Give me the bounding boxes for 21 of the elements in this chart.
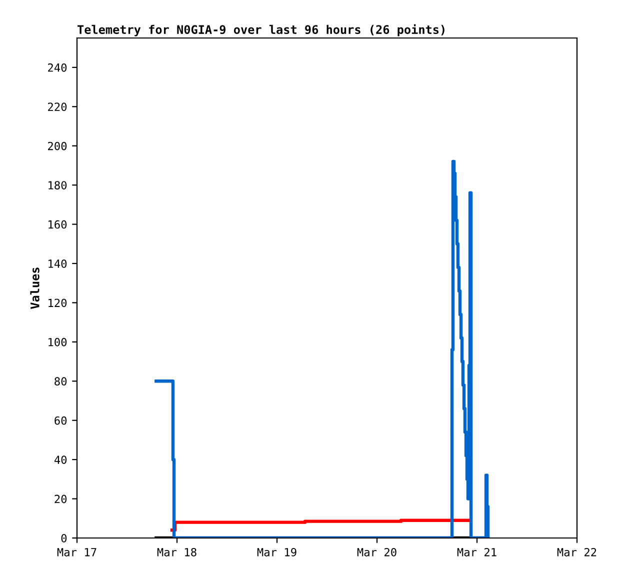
y-axis-title: Values bbox=[30, 268, 40, 309]
x-tick-label: Mar 19 bbox=[257, 548, 296, 556]
y-tick-label: 40 bbox=[54, 456, 67, 464]
y-tick-label: 240 bbox=[48, 63, 67, 72]
y-tick-label: 120 bbox=[48, 298, 67, 308]
y-tick-label: 140 bbox=[48, 259, 67, 268]
y-tick-label: 160 bbox=[48, 220, 67, 229]
x-tick-label: Mar 17 bbox=[57, 548, 96, 556]
y-tick-label: 60 bbox=[54, 416, 67, 425]
y-tick-label: 80 bbox=[54, 377, 67, 386]
chart-title: Telemetry for N0GIA-9 over last 96 hours (26 points) bbox=[78, 24, 444, 36]
y-tick-label: 100 bbox=[48, 338, 67, 346]
y-tick-label: 0 bbox=[61, 534, 67, 542]
x-tick-label: Mar 18 bbox=[157, 548, 196, 556]
x-tick-label: Mar 21 bbox=[457, 548, 496, 556]
x-tick-label: Mar 20 bbox=[357, 548, 396, 556]
x-tick-label: Mar 22 bbox=[557, 548, 596, 556]
y-tick-label: 200 bbox=[48, 142, 67, 150]
y-tick-label: 20 bbox=[54, 494, 67, 504]
y-tick-label: 180 bbox=[48, 181, 67, 190]
y-tick-label: 220 bbox=[48, 102, 67, 112]
